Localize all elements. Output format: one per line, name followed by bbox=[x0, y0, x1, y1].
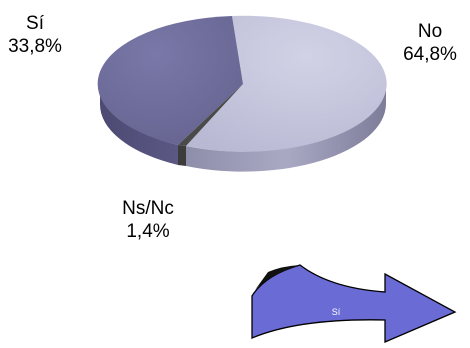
label-si-value: 33,8% bbox=[8, 36, 62, 57]
pie-slice-nsnc bbox=[178, 84, 243, 146]
pie-side-nsnc bbox=[178, 145, 186, 166]
label-si: Sí 33,8% bbox=[5, 12, 65, 58]
label-no-name: No bbox=[417, 21, 443, 42]
arrow-tail bbox=[255, 265, 300, 290]
label-no: No 64,8% bbox=[394, 20, 466, 66]
pie-slice-si bbox=[97, 16, 243, 145]
label-nsnc-name: Ns/Nc bbox=[122, 198, 174, 219]
arrow-label: Sí bbox=[331, 307, 341, 317]
curved-arrow bbox=[251, 264, 457, 343]
label-no-value: 64,8% bbox=[403, 44, 457, 65]
pie-slice-no bbox=[186, 15, 387, 152]
label-si-name: Sí bbox=[26, 13, 44, 34]
label-nsnc: Ns/Nc 1,4% bbox=[108, 197, 188, 243]
label-nsnc-value: 1,4% bbox=[126, 221, 170, 242]
pie-side-no bbox=[186, 84, 386, 172]
pie-side-si bbox=[99, 84, 178, 165]
